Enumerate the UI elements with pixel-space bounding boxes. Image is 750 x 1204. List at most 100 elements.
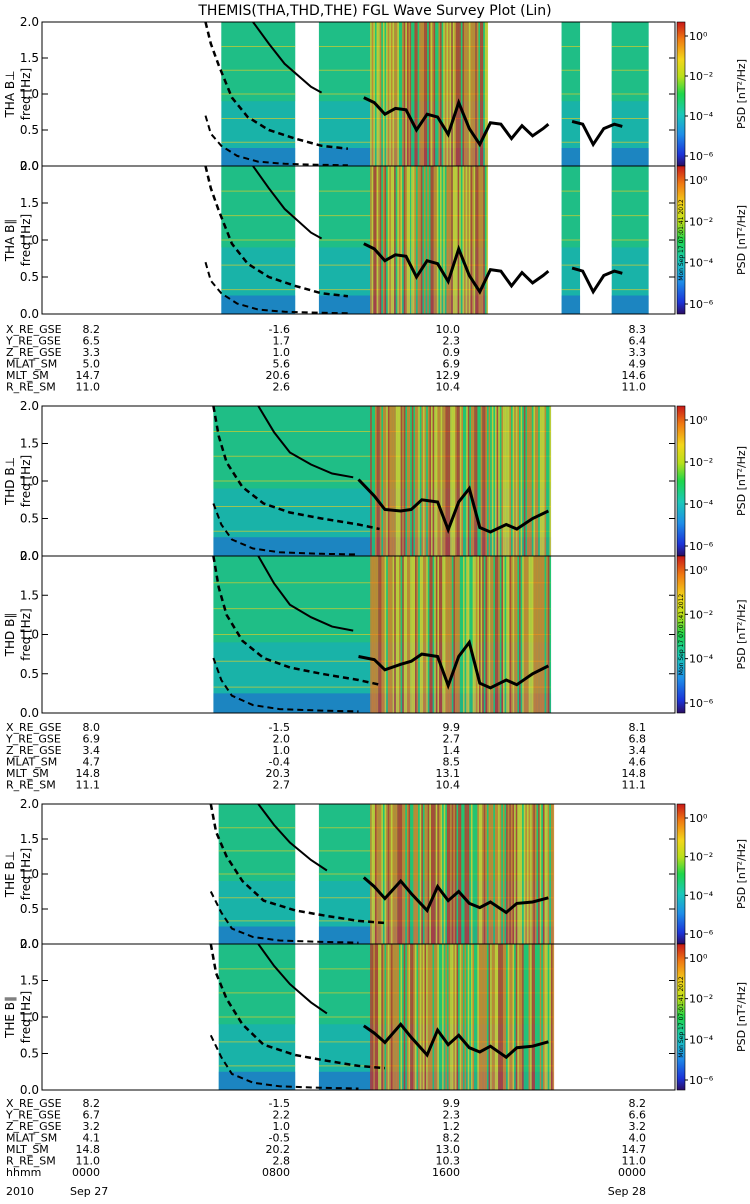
spectral-streak [539, 556, 542, 713]
y-tick-label: 1.0 [20, 474, 39, 488]
ephemeris-value: -1.6 [269, 323, 290, 336]
spectral-streak [406, 22, 409, 166]
spectral-streak [476, 22, 479, 166]
spectral-streak [504, 556, 507, 713]
y-tick-label: 0.0 [20, 937, 39, 951]
spectral-streak [453, 804, 455, 944]
ephemeris-value: 1.2 [443, 1120, 461, 1133]
segment-lowband [218, 926, 296, 944]
spectral-streak [443, 556, 446, 713]
colorbar-tick-label: 10⁻⁴ [689, 110, 714, 123]
ephemeris-value: 10.3 [436, 1155, 461, 1168]
spectral-streak [520, 556, 523, 713]
wave-trace [362, 876, 549, 915]
spectral-streak [531, 944, 534, 1090]
spectrogram-panel: 0.0 0.5 1.0 1.5 2.0 THA B⊥ freq [Hz] 10⁰ 10⁻² 10⁻… [3, 15, 748, 173]
ephemeris-value: -1.5 [269, 721, 290, 734]
data-segment [318, 944, 555, 1090]
spectral-streak [480, 166, 482, 314]
spectral-streak [461, 944, 463, 1090]
colorbar-label: PSD [nT²/Hz] [735, 59, 748, 129]
data-segment [213, 406, 552, 556]
y-tick-label: 1.5 [20, 974, 39, 988]
data-segment [318, 22, 412, 166]
spectral-streak [458, 804, 460, 944]
spectral-streak [433, 166, 436, 314]
ephemeris-table: X_RE_GSE 8.2 -1.6 10.0 8.3 Y_RE_GSE 6.5 1.7 2.3 6… [5, 323, 646, 394]
colorbar-tick-label: 10⁻⁶ [689, 150, 714, 163]
spectral-streak [425, 22, 428, 166]
colorbar-tick-label: 10⁻⁴ [689, 889, 714, 902]
spectral-streak [440, 944, 443, 1090]
spectral-streak [480, 944, 483, 1090]
spectral-streak [442, 804, 444, 944]
spectral-streak [430, 22, 433, 166]
colorbar: 10⁰ 10⁻² 10⁻⁴ 10⁻⁶ PSD [nT²/Hz] Mon Sep 17 07… [676, 555, 748, 714]
spectral-streak [474, 944, 476, 1090]
spectral-streak [384, 406, 387, 556]
spectral-streak [413, 406, 416, 556]
spectral-streak [402, 556, 404, 713]
spectral-streak [370, 406, 372, 556]
spectral-streak [373, 406, 376, 556]
spectral-streak [378, 166, 380, 314]
spectral-streak [395, 166, 398, 314]
spectral-streak [472, 22, 474, 166]
spectral-streak [420, 166, 423, 314]
spectral-streak [478, 944, 481, 1090]
spectral-streak [479, 556, 481, 713]
spectral-streak [416, 944, 419, 1090]
spectral-streak [464, 556, 467, 713]
spectral-streak [390, 944, 393, 1090]
spectral-streak [527, 556, 529, 713]
y-tick-label: 0.5 [20, 512, 39, 526]
ephemeris-value: 12.9 [436, 369, 461, 382]
cutoff-curve-dashed [209, 944, 386, 1070]
data-segment [218, 804, 296, 944]
data-segment [561, 22, 581, 166]
ephemeris-value: 2.0 [273, 733, 291, 746]
spectral-streak [416, 22, 418, 166]
ephemeris-value: 8.2 [83, 323, 101, 336]
spectral-streak [515, 406, 518, 556]
segment-band [561, 166, 581, 248]
y-tick-label: 2.0 [20, 15, 39, 29]
colorbar-tick-label: 10⁰ [689, 30, 708, 43]
spectral-streak [455, 556, 457, 713]
spectral-streak [402, 944, 404, 1090]
spectral-streak [543, 556, 545, 713]
spectral-streak [483, 556, 486, 713]
spectral-streak [408, 804, 411, 944]
spectral-streak [464, 804, 467, 944]
spectral-streak [488, 944, 491, 1090]
spectral-streak [544, 406, 547, 556]
spectral-streak [423, 406, 425, 556]
panel-label: THE B⊥ [3, 851, 17, 898]
spectral-streak [436, 22, 439, 166]
spectral-streak [539, 944, 542, 1090]
spectral-streak [475, 22, 477, 166]
spectral-streak [391, 556, 393, 713]
spectral-streak [378, 556, 380, 713]
spectral-streak [488, 804, 491, 944]
spectral-streak [392, 944, 395, 1090]
spectral-streak [470, 166, 473, 314]
ephemeris-value: 4.9 [629, 358, 647, 371]
spectral-streak [395, 944, 398, 1090]
ephemeris-value: 8.2 [629, 1097, 647, 1110]
spectral-streak [434, 804, 436, 944]
spectral-streak [501, 804, 503, 944]
segment-lowband [611, 148, 649, 166]
spectral-streak [422, 804, 425, 944]
spectral-streak [495, 556, 497, 713]
ephemeris-value: 14.6 [622, 369, 647, 382]
spectral-streak [411, 804, 414, 944]
spectral-streak [370, 22, 372, 166]
colorbar-tick-label: 10⁻² [689, 215, 713, 228]
data-segment [221, 22, 296, 166]
spectral-streak [515, 556, 518, 713]
spectral-streak [528, 944, 531, 1090]
cutoff-curve-low [212, 503, 359, 556]
ephemeris-value: 0.9 [443, 346, 461, 359]
spectral-streak [397, 166, 399, 314]
